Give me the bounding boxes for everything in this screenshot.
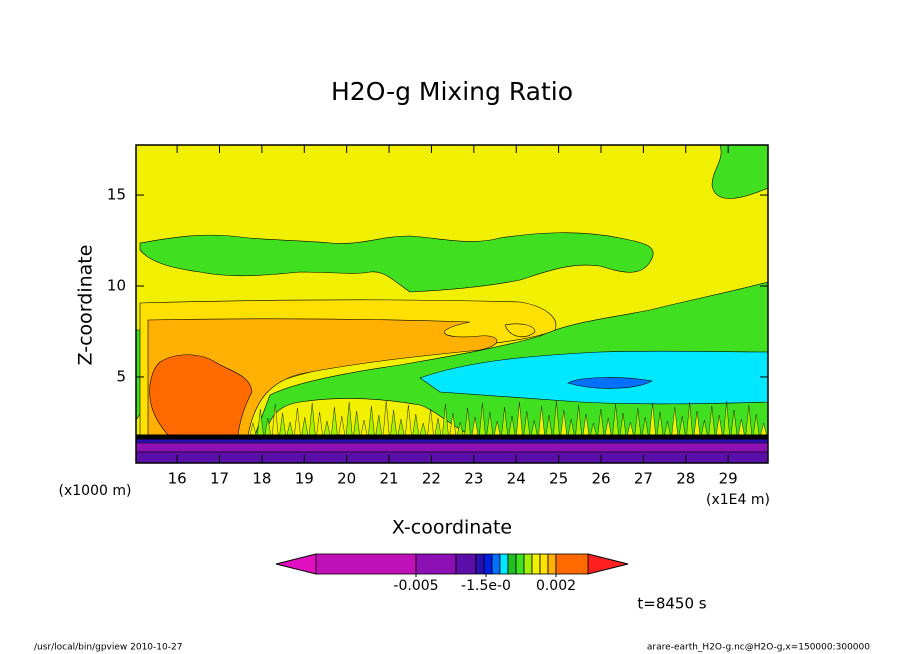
x-tick-label: 16: [168, 470, 187, 488]
x-axis-label: X-coordinate: [392, 517, 512, 539]
x-tick-label: 23: [464, 470, 483, 488]
x-tick-label: 24: [507, 470, 526, 488]
colorbar-segment: [455, 553, 477, 575]
x-tick-label: 17: [210, 470, 229, 488]
contour-region: [419, 350, 768, 405]
contour-region: [149, 354, 253, 436]
colorbar-segment: [531, 553, 541, 575]
colorbar-segment: [547, 553, 557, 575]
y-unit: (x1000 m): [59, 483, 132, 499]
footer-right: arare-earth_H2O-g.nc@H2O-g,x=150000:3000…: [647, 643, 870, 653]
colorbar-segment: [515, 553, 525, 575]
x-tick-label: 25: [549, 470, 568, 488]
x-tick-label: 20: [337, 470, 356, 488]
contour-region: [139, 232, 654, 293]
y-tick-label: 10: [107, 276, 126, 294]
colorbar-segment: [475, 553, 485, 575]
y-tick-label: 15: [107, 186, 126, 204]
colorbar-segment: [555, 553, 589, 575]
x-tick-label: 21: [380, 470, 399, 488]
colorbar-tick-label: -0.005: [393, 578, 438, 594]
colorbar-segment: [499, 553, 509, 575]
contour-region: [567, 377, 653, 389]
contour-region: [711, 145, 768, 199]
footer-left: /usr/local/bin/gpview 2010-10-27: [34, 643, 182, 653]
colorbar-segment: [507, 553, 517, 575]
x-tick-label: 28: [676, 470, 695, 488]
chart-title: H2O-g Mixing Ratio: [331, 77, 573, 106]
x-tick-label: 22: [422, 470, 441, 488]
plot-frame: [135, 144, 769, 464]
x-tick-label: 27: [634, 470, 653, 488]
x-tick-label: 29: [719, 470, 738, 488]
contour-region: [504, 323, 536, 338]
x-unit: (x1E4 m): [706, 492, 770, 508]
x-tick-label: 19: [295, 470, 314, 488]
y-axis-label: Z-coordinate: [75, 245, 97, 366]
x-tick-label: 18: [252, 470, 271, 488]
colorbar-segment: [315, 553, 417, 575]
x-tick-label: 26: [591, 470, 610, 488]
colorbar-segment: [483, 553, 493, 575]
colorbar-segment: [415, 553, 457, 575]
colorbar-tick-label: 0.002: [536, 578, 576, 594]
colorbar-segment: [523, 553, 533, 575]
colorbar-tick-label: -1.5e-0: [461, 578, 511, 594]
y-tick-label: 5: [116, 367, 126, 385]
colorbar-over: [587, 553, 629, 575]
contour-region: [136, 442, 768, 453]
contour-field: [136, 145, 768, 463]
contour-region: [136, 451, 768, 463]
colorbar-under: [275, 553, 317, 575]
colorbar-segment: [539, 553, 549, 575]
colorbar-segment: [491, 553, 501, 575]
time-annotation: t=8450 s: [637, 595, 706, 613]
